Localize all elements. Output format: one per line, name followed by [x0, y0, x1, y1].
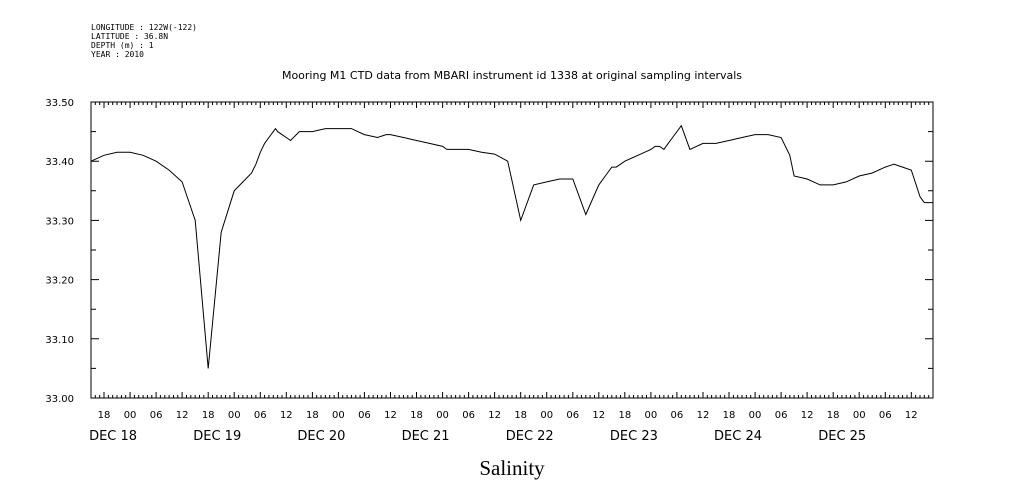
x-day-label: DEC 22 [506, 429, 554, 444]
y-tick-label: 33.10 [45, 335, 74, 346]
x-day-label: DEC 24 [714, 429, 762, 444]
x-hour-tick-label: 18 [98, 410, 111, 421]
x-hour-tick-label: 06 [358, 410, 371, 421]
x-hour-tick-label: 12 [905, 410, 918, 421]
x-hour-tick-label: 06 [566, 410, 579, 421]
x-hour-tick-label: 06 [254, 410, 267, 421]
x-hour-tick-label: 18 [723, 410, 736, 421]
axis-tick-marks [90, 101, 934, 399]
plot-frame [90, 101, 934, 399]
x-hour-tick-label: 12 [697, 410, 710, 421]
x-day-label: DEC 20 [297, 429, 345, 444]
x-hour-tick-label: 00 [436, 410, 449, 421]
x-hour-tick-label: 18 [827, 410, 840, 421]
x-day-label: DEC 21 [402, 429, 450, 444]
y-tick-label: 33.20 [45, 276, 74, 287]
x-hour-tick-label: 00 [124, 410, 137, 421]
chart-title: Mooring M1 CTD data from MBARI instrumen… [282, 69, 742, 82]
x-day-label: DEC 25 [818, 429, 866, 444]
salinity-series-line [90, 124, 933, 369]
x-hour-tick-label: 06 [671, 410, 684, 421]
x-hour-tick-label: 18 [514, 410, 527, 421]
x-tick-labels: 18 00 06 12 18 00 06 12 18 00 06 12 18 00 06 12 18 00 06 12… [89, 410, 918, 444]
x-hour-tick-label: 00 [540, 410, 553, 421]
x-hour-tick-label: 12 [488, 410, 501, 421]
x-day-label: DEC 19 [193, 429, 241, 444]
x-hour-tick-label: 06 [879, 410, 892, 421]
meta-latitude: LATITUDE : 36.8N [91, 32, 168, 41]
x-hour-tick-label: 18 [618, 410, 631, 421]
y-tick-label: 33.50 [45, 98, 74, 109]
x-axis-label: Salinity [479, 456, 545, 480]
meta-longitude: LONGITUDE : 122W(-122) [91, 23, 197, 32]
x-hour-tick-label: 00 [853, 410, 866, 421]
y-tick-label: 33.00 [45, 394, 74, 405]
x-hour-tick-label: 00 [645, 410, 658, 421]
y-tick-label: 33.30 [45, 216, 74, 227]
x-hour-tick-label: 06 [150, 410, 163, 421]
x-hour-tick-label: 18 [306, 410, 319, 421]
x-hour-tick-label: 18 [410, 410, 423, 421]
x-hour-tick-label: 06 [462, 410, 475, 421]
x-hour-tick-label: 00 [228, 410, 241, 421]
x-day-label: DEC 23 [610, 429, 658, 444]
x-hour-tick-label: 12 [280, 410, 293, 421]
x-hour-tick-label: 12 [176, 410, 189, 421]
meta-year: YEAR : 2010 [91, 50, 144, 59]
y-tick-labels: 33.00 33.10 33.20 33.30 33.40 33.50 [45, 98, 74, 405]
x-hour-tick-label: 12 [384, 410, 397, 421]
metadata-block: LONGITUDE : 122W(-122) LATITUDE : 36.8N … [91, 23, 197, 59]
x-hour-tick-label: 00 [332, 410, 345, 421]
x-hour-tick-label: 12 [801, 410, 814, 421]
meta-depth: DEPTH (m) : 1 [91, 41, 154, 50]
x-hour-tick-label: 12 [592, 410, 605, 421]
x-hour-tick-label: 06 [775, 410, 788, 421]
x-day-label: DEC 18 [89, 429, 137, 444]
x-hour-tick-label: 18 [202, 410, 215, 421]
tick-marks [90, 101, 934, 399]
y-tick-label: 33.40 [45, 157, 74, 168]
x-hour-tick-label: 00 [749, 410, 762, 421]
